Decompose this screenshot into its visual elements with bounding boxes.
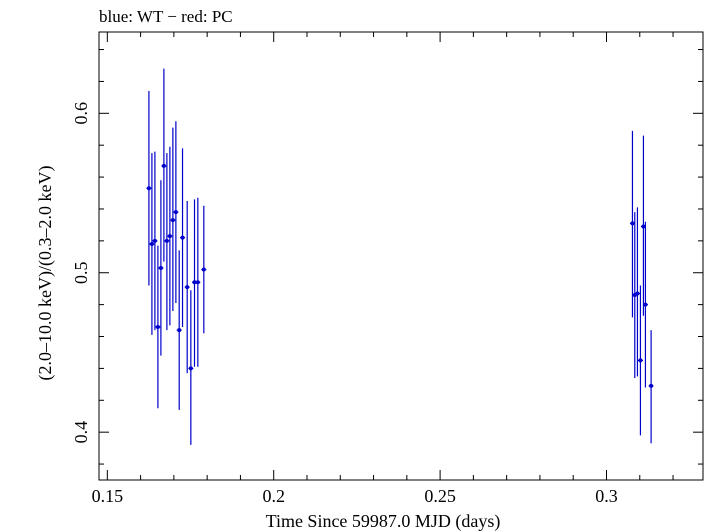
data-point bbox=[638, 358, 643, 363]
data-point bbox=[164, 238, 169, 243]
data-point bbox=[173, 210, 178, 215]
axis-ticks bbox=[99, 32, 703, 480]
data-point bbox=[146, 186, 151, 191]
plot-frame bbox=[98, 31, 704, 481]
x-tick-label: 0.3 bbox=[595, 486, 618, 506]
data-point bbox=[188, 366, 193, 371]
y-tick-label: 0.5 bbox=[71, 261, 91, 284]
y-tick-label: 0.6 bbox=[71, 102, 91, 125]
x-tick-label: 0.2 bbox=[262, 486, 285, 506]
x-tick-label: 0.25 bbox=[424, 486, 456, 506]
data-point bbox=[177, 328, 182, 333]
data-point bbox=[649, 383, 654, 388]
data-point bbox=[170, 218, 175, 223]
data-point bbox=[158, 265, 163, 270]
data-point bbox=[192, 280, 197, 285]
data-point bbox=[641, 224, 646, 229]
data-point bbox=[643, 302, 648, 307]
data-point bbox=[201, 267, 206, 272]
y-tick-label: 0.4 bbox=[71, 421, 91, 444]
x-tick-label: 0.15 bbox=[92, 486, 124, 506]
data-point bbox=[161, 163, 166, 168]
data-point bbox=[149, 242, 154, 247]
axis-tick-labels: 0.15 0.2 0.25 0.3 0.4 0.5 0.6 bbox=[71, 102, 618, 506]
data-point bbox=[635, 291, 640, 296]
data-point bbox=[152, 238, 157, 243]
y-axis-label: (2.0–10.0 keV)/(0.3–2.0 keV) bbox=[35, 166, 56, 381]
data-points bbox=[146, 68, 654, 445]
data-point bbox=[195, 280, 200, 285]
chart-title: blue: WT − red: PC bbox=[99, 7, 233, 26]
data-point bbox=[630, 221, 635, 226]
data-point bbox=[185, 285, 190, 290]
data-point bbox=[155, 324, 160, 329]
data-point bbox=[180, 235, 185, 240]
data-point bbox=[167, 234, 172, 239]
x-axis-label: Time Since 59987.0 MJD (days) bbox=[266, 511, 501, 532]
